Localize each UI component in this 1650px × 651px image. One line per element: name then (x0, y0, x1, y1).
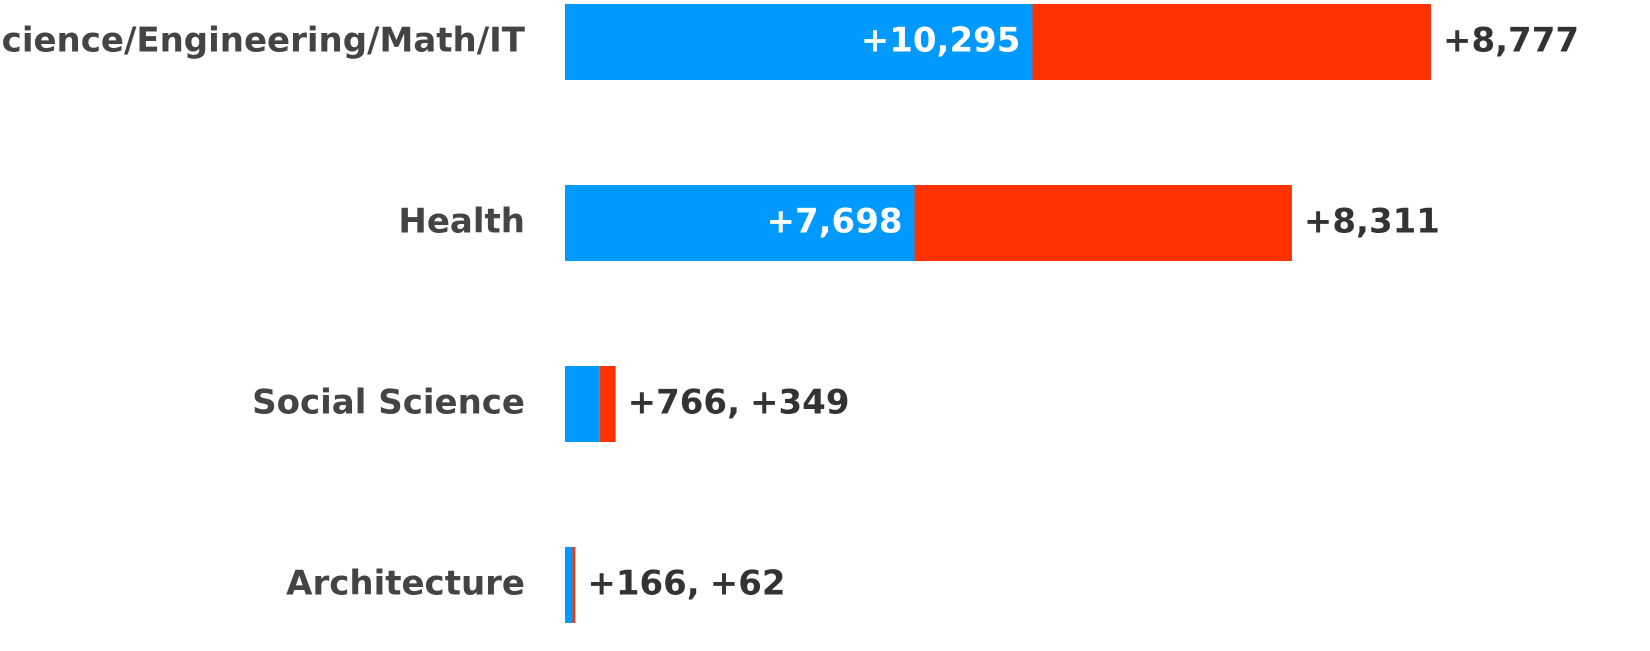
bar-segment (1032, 4, 1431, 80)
bar-segment (572, 547, 576, 623)
value-label: +166, (587, 564, 699, 604)
bar-segment (914, 185, 1292, 261)
category-label: Social Science (252, 383, 525, 423)
bar-segment (565, 4, 1033, 80)
value-label: +8,777 (1443, 21, 1579, 61)
value-label: +10,295 (861, 21, 1021, 61)
value-label: +62 (710, 564, 786, 604)
value-label: +7,698 (766, 202, 902, 242)
value-label: +349 (750, 383, 849, 423)
category-label: Health (398, 202, 525, 242)
category-label: Architecture (286, 564, 525, 604)
value-label: +766, (628, 383, 740, 423)
bar-segment (565, 185, 915, 261)
bar-segment (599, 366, 616, 442)
bar-segment (565, 366, 600, 442)
bar-segment (565, 547, 573, 623)
value-label: +8,311 (1304, 202, 1440, 242)
category-label: Science/Engineering/Math/IT (0, 21, 526, 61)
